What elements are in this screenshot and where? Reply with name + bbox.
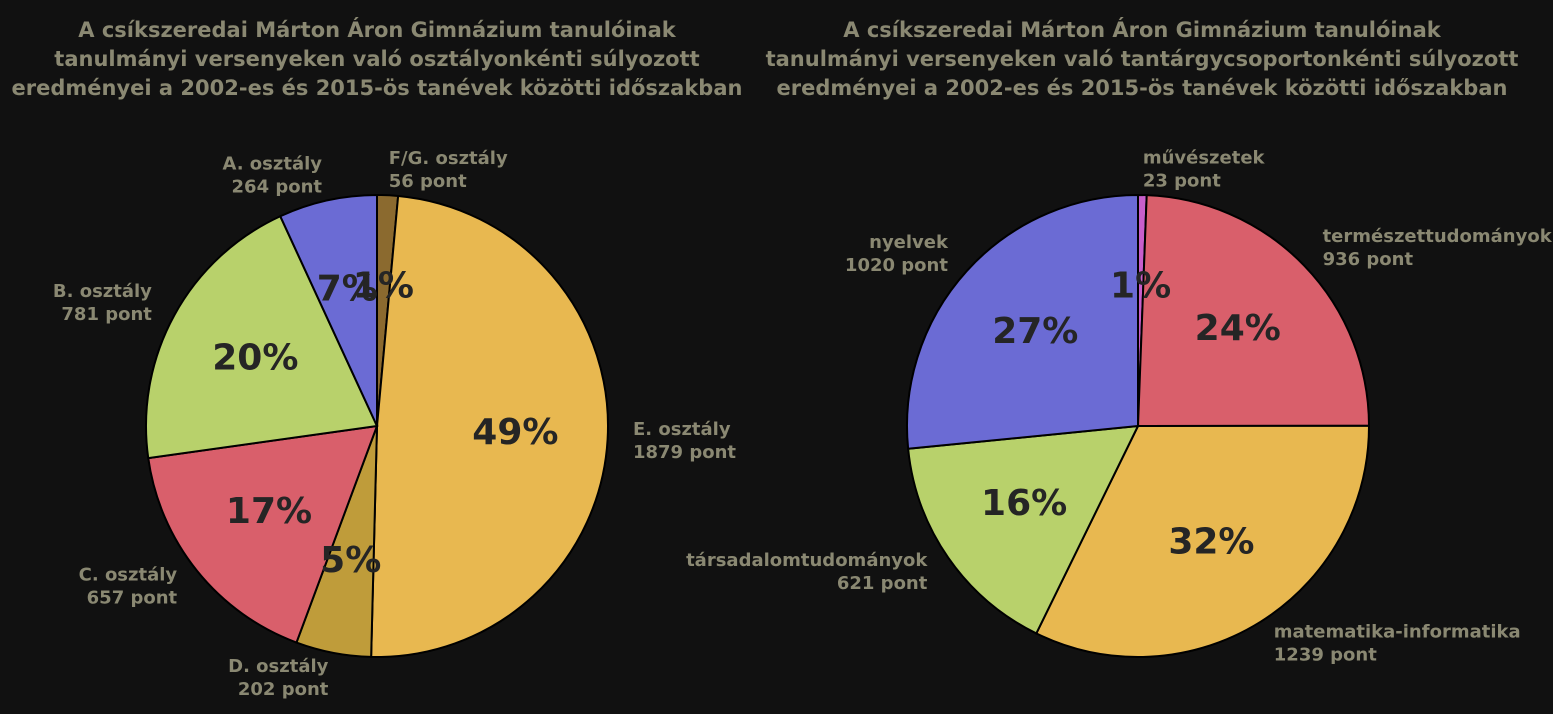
pct-label-muveszetek: 1%	[1110, 265, 1171, 306]
pie-slice-matematika-informatika	[1034, 424, 1371, 658]
chart-title-line: eredményei a 2002-es és 2015-ös tanévek …	[777, 76, 1508, 100]
category-value-a-osztaly: 264 pont	[232, 177, 323, 198]
chart-title-line: tanulmányi versenyeken való osztályonkén…	[54, 47, 699, 71]
category-label-c-osztaly: C. osztály	[79, 565, 178, 586]
chart-title-line: A csíkszeredai Márton Áron Gimnázium tan…	[843, 17, 1441, 42]
category-value-tarsadalomtudomanyok: 621 pont	[837, 573, 928, 594]
pie-slice-tarsadalomtudomanyok	[907, 424, 1140, 635]
pct-label-c-osztaly: 17%	[226, 491, 312, 532]
pct-label-matematika-informatika: 32%	[1168, 522, 1254, 563]
category-value-c-osztaly: 657 pont	[87, 588, 178, 609]
category-label-a-osztaly: A. osztály	[222, 154, 322, 175]
category-label-termeszettudomanyok: természettudományok	[1323, 226, 1553, 247]
category-value-muveszetek: 23 pont	[1143, 171, 1221, 192]
category-label-tarsadalomtudomanyok: társadalomtudományok	[686, 550, 928, 571]
pct-label-termeszettudomanyok: 24%	[1195, 308, 1281, 349]
pie-slices	[145, 193, 609, 658]
pie-slice-a-osztaly	[278, 193, 378, 427]
pct-label-e-osztaly: 49%	[472, 412, 558, 453]
pie-slice-e-osztaly	[370, 194, 609, 658]
pie-slice-b-osztaly	[145, 214, 379, 460]
pct-label-a-osztaly: 7%	[317, 269, 378, 310]
category-value-termeszettudomanyok: 936 pont	[1323, 249, 1414, 270]
pct-label-nyelvek: 27%	[992, 311, 1078, 352]
category-value-e-osztaly: 1879 pont	[633, 442, 736, 463]
pie-slice-nyelvek	[906, 193, 1139, 450]
category-label-matematika-informatika: matematika-informatika	[1274, 622, 1521, 643]
pie-slice-c-osztaly	[147, 424, 379, 644]
category-label-muveszetek: művészetek	[1143, 148, 1266, 169]
category-label-d-osztaly: D. osztály	[228, 656, 329, 677]
category-label-b-osztaly: B. osztály	[53, 281, 152, 302]
category-label-f-g-osztaly: F/G. osztály	[389, 148, 508, 169]
category-value-f-g-osztaly: 56 pont	[389, 171, 467, 192]
pie-chart-by-class: A csíkszeredai Márton Áron Gimnázium tan…	[12, 17, 743, 700]
pct-label-tarsadalomtudomanyok: 16%	[981, 483, 1067, 524]
chart-title-line: tanulmányi versenyeken való tantárgycsop…	[766, 47, 1519, 71]
category-value-nyelvek: 1020 pont	[845, 255, 948, 276]
pct-label-d-osztaly: 5%	[320, 540, 381, 581]
pie-slices	[906, 193, 1371, 658]
pie-slice-termeszettudomanyok	[1136, 194, 1371, 428]
pct-label-b-osztaly: 20%	[212, 338, 298, 379]
category-value-d-osztaly: 202 pont	[238, 679, 329, 700]
chart-title-line: eredményei a 2002-es és 2015-ös tanévek …	[12, 76, 743, 100]
category-value-b-osztaly: 781 pont	[61, 304, 152, 325]
pct-label-f-g-osztaly: 1%	[353, 266, 414, 307]
chart-title-line: A csíkszeredai Márton Áron Gimnázium tan…	[78, 17, 676, 42]
pie-chart-by-subject: A csíkszeredai Márton Áron Gimnázium tan…	[686, 17, 1553, 666]
category-label-e-osztaly: E. osztály	[633, 419, 731, 440]
category-label-nyelvek: nyelvek	[869, 232, 949, 253]
category-value-matematika-informatika: 1239 pont	[1274, 645, 1377, 666]
